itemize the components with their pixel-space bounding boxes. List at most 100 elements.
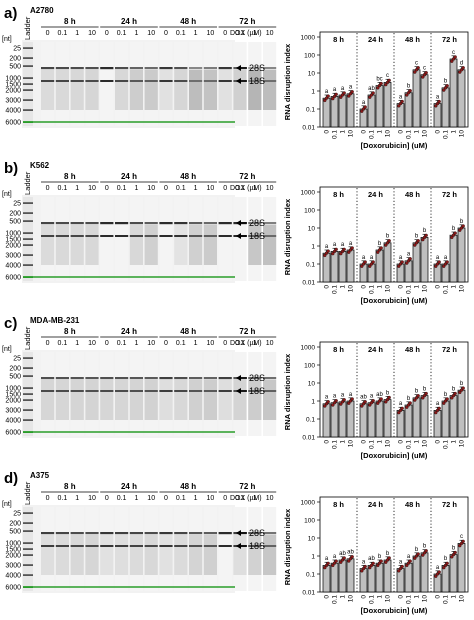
band-28s xyxy=(248,532,262,535)
band-18s xyxy=(100,390,114,392)
lane-background xyxy=(218,507,232,591)
significance-letter: a xyxy=(349,392,353,398)
y-tick-label: 0.1 xyxy=(306,417,315,424)
replicate-dot xyxy=(339,560,343,564)
dose-label: 1 xyxy=(134,185,138,192)
significance-letter: c xyxy=(386,73,389,79)
cell-line-label: K562 xyxy=(30,161,50,170)
band-18s xyxy=(55,80,69,82)
replicate-dot xyxy=(445,84,449,88)
significance-letter: a xyxy=(341,393,345,399)
band-label-28s: 28S xyxy=(249,373,265,383)
ladder-tick-label: 200 xyxy=(9,521,21,528)
bar xyxy=(412,242,421,283)
band-28s xyxy=(115,222,129,225)
band-28s xyxy=(70,222,84,225)
degradation-smear xyxy=(233,70,247,110)
band-18s xyxy=(70,545,84,547)
ladder-band xyxy=(23,574,33,576)
y-tick-label: 100 xyxy=(304,363,315,370)
x-tick-label: 0 xyxy=(324,440,331,444)
x-tick-label: 0.1 xyxy=(443,130,450,139)
ladder-tick-label: 3000 xyxy=(5,98,21,105)
lane-background xyxy=(159,352,173,436)
significance-letter: a xyxy=(349,241,353,247)
replicate-dot xyxy=(434,574,438,578)
significance-letter: c xyxy=(423,66,426,72)
lane-background xyxy=(248,197,262,281)
degradation-smear xyxy=(100,535,114,575)
ladder-band xyxy=(23,220,33,222)
dose-label: 1 xyxy=(253,495,257,502)
ladder-tick-label: 200 xyxy=(9,211,21,218)
band-28s xyxy=(85,532,99,535)
dose-label: 0.1 xyxy=(117,340,127,347)
bar xyxy=(412,555,421,593)
ladder-tick-label: 500 xyxy=(9,374,21,381)
degradation-smear xyxy=(85,225,99,265)
dose-label: 0 xyxy=(223,495,227,502)
replicate-dot xyxy=(437,406,441,411)
significance-letter: a xyxy=(407,554,411,560)
replicate-dot xyxy=(368,95,372,99)
significance-letter: b xyxy=(378,554,382,560)
degradation-smear xyxy=(129,535,143,575)
dose-label: 0 xyxy=(164,340,168,347)
replicate-dot xyxy=(434,104,438,108)
band-28s xyxy=(55,532,69,535)
lane-background xyxy=(248,352,262,436)
lane-background xyxy=(129,352,143,436)
x-tick-label: 1 xyxy=(451,285,458,289)
chart-frame xyxy=(319,341,469,438)
sample-lane xyxy=(85,352,99,436)
significance-letter: b xyxy=(415,234,419,240)
x-tick-label: 0.1 xyxy=(406,285,413,294)
band-28s xyxy=(55,67,69,70)
dose-label: 0.1 xyxy=(176,340,186,347)
ladder-tick-label: 4000 xyxy=(5,573,21,580)
degradation-smear xyxy=(129,70,143,110)
band-28s xyxy=(129,532,143,535)
sample-lane xyxy=(70,42,84,126)
band-28s xyxy=(70,377,84,380)
replicate-dot xyxy=(445,397,449,401)
x-tick-label: 0 xyxy=(324,130,331,134)
y-tick-label: 1 xyxy=(311,89,315,96)
sample-lane xyxy=(129,42,143,126)
replicate-dot xyxy=(397,264,401,268)
band-28s xyxy=(85,222,99,225)
significance-letter: a xyxy=(325,395,329,401)
sample-lane xyxy=(100,42,114,126)
replicate-dot xyxy=(384,560,388,564)
sample-lane xyxy=(159,507,173,591)
sample-lane xyxy=(263,352,277,436)
ladder-tick-label: 1000 xyxy=(5,541,21,548)
y-tick-label: 1000 xyxy=(301,500,316,507)
ladder-band xyxy=(23,202,33,204)
bar xyxy=(383,242,392,283)
x-tick-label: 10 xyxy=(459,595,466,603)
panel-label: b) xyxy=(4,160,18,177)
replicate-dot xyxy=(331,97,335,101)
degradation-smear xyxy=(174,380,188,420)
lane-background xyxy=(55,42,69,126)
y-tick-label: 0.01 xyxy=(302,280,315,287)
replicate-dot xyxy=(339,252,343,256)
dose-label: 10 xyxy=(207,495,215,502)
hour-header: 72 h xyxy=(239,172,255,181)
replicate-dot xyxy=(405,93,409,97)
replicate-dot xyxy=(342,556,346,560)
significance-letter: b xyxy=(386,390,390,396)
bar xyxy=(441,400,450,438)
degradation-smear xyxy=(144,535,158,575)
replicate-dot xyxy=(461,539,465,544)
band-18s xyxy=(218,390,232,392)
x-tick-label: 0.1 xyxy=(443,595,450,604)
hour-header: 72 h xyxy=(239,17,255,26)
ladder-tick-label: 3000 xyxy=(5,563,21,570)
hour-header: 8 h xyxy=(64,327,76,336)
group-header: 24 h xyxy=(368,345,383,354)
